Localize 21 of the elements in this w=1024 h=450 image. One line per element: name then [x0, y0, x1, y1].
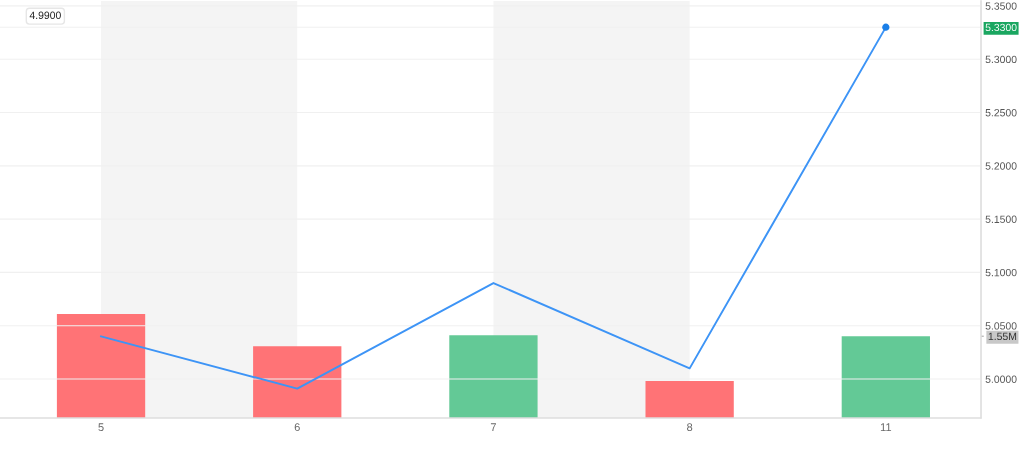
bar: [449, 335, 538, 419]
y-tick-label: 5.3500: [985, 2, 1017, 10]
y2-tick-label: 1.55M: [988, 332, 1017, 341]
bar: [645, 381, 734, 419]
x-tick-label: 11: [880, 423, 892, 431]
y-tick-label: 5.0000: [985, 375, 1017, 383]
y-tick-label: 5.3300: [985, 23, 1017, 32]
annotation: 4.9900: [29, 11, 61, 19]
bar: [56, 314, 146, 419]
x-tick-label: 7: [490, 423, 496, 431]
y-tick-label: 5.0500: [985, 322, 1017, 330]
x-tick-label: 8: [687, 423, 693, 432]
y-tick-label: 5.1500: [985, 215, 1017, 223]
y-tick-label: 5.3000: [985, 55, 1017, 64]
x-tick-label: 6: [294, 423, 300, 432]
y-tick-label: 5.2500: [985, 109, 1017, 117]
bar: [841, 336, 930, 419]
y-tick-label: 5.1000: [985, 268, 1017, 277]
x-tick-label: 5: [98, 423, 104, 432]
bar: [253, 346, 342, 419]
y-tick-label: 5.2000: [985, 162, 1017, 170]
